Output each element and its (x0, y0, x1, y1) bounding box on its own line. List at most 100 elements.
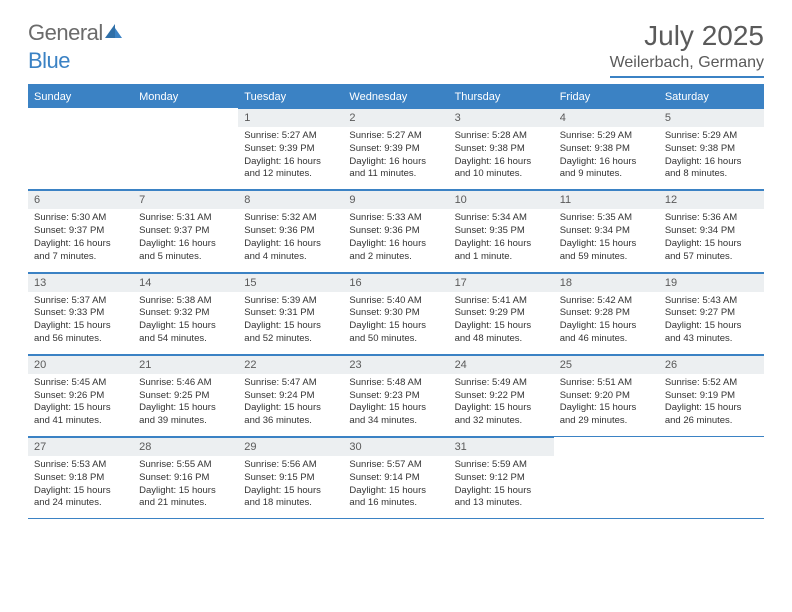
day-number: 2 (343, 108, 448, 127)
day-details: Sunrise: 5:30 AMSunset: 9:37 PMDaylight:… (28, 209, 133, 271)
location-label: Weilerbach, Germany (610, 54, 764, 78)
day-number: 21 (133, 355, 238, 374)
day-details: Sunrise: 5:29 AMSunset: 9:38 PMDaylight:… (659, 127, 764, 189)
day-number: 5 (659, 108, 764, 127)
calendar-day-cell (554, 437, 659, 519)
brand-text-general: General (28, 20, 103, 46)
daylight-text: Daylight: 15 hours and 48 minutes. (455, 320, 548, 346)
sunrise-text: Sunrise: 5:48 AM (349, 377, 442, 390)
day-number: 15 (238, 273, 343, 292)
day-number: 23 (343, 355, 448, 374)
dow-header-cell: Wednesday (343, 85, 448, 108)
sunrise-text: Sunrise: 5:29 AM (560, 130, 653, 143)
day-details: Sunrise: 5:27 AMSunset: 9:39 PMDaylight:… (343, 127, 448, 189)
day-details: Sunrise: 5:42 AMSunset: 9:28 PMDaylight:… (554, 292, 659, 354)
brand-text-blue-wrap: Blue (28, 48, 70, 74)
calendar-day-cell: 16Sunrise: 5:40 AMSunset: 9:30 PMDayligh… (343, 272, 448, 354)
day-details: Sunrise: 5:37 AMSunset: 9:33 PMDaylight:… (28, 292, 133, 354)
brand-logo: General (28, 20, 125, 46)
daylight-text: Daylight: 15 hours and 39 minutes. (139, 402, 232, 428)
calendar-day-cell: 22Sunrise: 5:47 AMSunset: 9:24 PMDayligh… (238, 354, 343, 436)
sunrise-text: Sunrise: 5:38 AM (139, 295, 232, 308)
calendar-day-cell: 21Sunrise: 5:46 AMSunset: 9:25 PMDayligh… (133, 354, 238, 436)
day-number: 10 (449, 190, 554, 209)
calendar-day-cell: 27Sunrise: 5:53 AMSunset: 9:18 PMDayligh… (28, 437, 133, 519)
day-details: Sunrise: 5:46 AMSunset: 9:25 PMDaylight:… (133, 374, 238, 436)
day-details: Sunrise: 5:53 AMSunset: 9:18 PMDaylight:… (28, 456, 133, 518)
sunrise-text: Sunrise: 5:35 AM (560, 212, 653, 225)
daylight-text: Daylight: 15 hours and 34 minutes. (349, 402, 442, 428)
calendar-day-cell: 30Sunrise: 5:57 AMSunset: 9:14 PMDayligh… (343, 437, 448, 519)
sunrise-text: Sunrise: 5:42 AM (560, 295, 653, 308)
daylight-text: Daylight: 15 hours and 52 minutes. (244, 320, 337, 346)
calendar-day-cell: 1Sunrise: 5:27 AMSunset: 9:39 PMDaylight… (238, 108, 343, 190)
sunset-text: Sunset: 9:37 PM (139, 225, 232, 238)
calendar-week-row: 13Sunrise: 5:37 AMSunset: 9:33 PMDayligh… (28, 272, 764, 354)
daylight-text: Daylight: 15 hours and 26 minutes. (665, 402, 758, 428)
daylight-text: Daylight: 16 hours and 7 minutes. (34, 238, 127, 264)
day-number: 18 (554, 273, 659, 292)
day-number: 12 (659, 190, 764, 209)
calendar-day-cell: 8Sunrise: 5:32 AMSunset: 9:36 PMDaylight… (238, 190, 343, 272)
sunrise-text: Sunrise: 5:49 AM (455, 377, 548, 390)
day-details: Sunrise: 5:29 AMSunset: 9:38 PMDaylight:… (554, 127, 659, 189)
sunrise-text: Sunrise: 5:31 AM (139, 212, 232, 225)
calendar-day-cell: 2Sunrise: 5:27 AMSunset: 9:39 PMDaylight… (343, 108, 448, 190)
calendar-day-cell (133, 108, 238, 190)
sunrise-text: Sunrise: 5:27 AM (244, 130, 337, 143)
day-details: Sunrise: 5:59 AMSunset: 9:12 PMDaylight:… (449, 456, 554, 518)
sunset-text: Sunset: 9:30 PM (349, 307, 442, 320)
daylight-text: Daylight: 15 hours and 46 minutes. (560, 320, 653, 346)
sunset-text: Sunset: 9:33 PM (34, 307, 127, 320)
sunset-text: Sunset: 9:24 PM (244, 390, 337, 403)
calendar-day-cell: 9Sunrise: 5:33 AMSunset: 9:36 PMDaylight… (343, 190, 448, 272)
sunrise-text: Sunrise: 5:30 AM (34, 212, 127, 225)
sunset-text: Sunset: 9:34 PM (665, 225, 758, 238)
calendar-day-cell: 25Sunrise: 5:51 AMSunset: 9:20 PMDayligh… (554, 354, 659, 436)
sunrise-text: Sunrise: 5:39 AM (244, 295, 337, 308)
sunrise-text: Sunrise: 5:51 AM (560, 377, 653, 390)
day-number: 13 (28, 273, 133, 292)
day-details: Sunrise: 5:43 AMSunset: 9:27 PMDaylight:… (659, 292, 764, 354)
sunrise-text: Sunrise: 5:28 AM (455, 130, 548, 143)
sunrise-text: Sunrise: 5:56 AM (244, 459, 337, 472)
daylight-text: Daylight: 15 hours and 43 minutes. (665, 320, 758, 346)
day-details: Sunrise: 5:32 AMSunset: 9:36 PMDaylight:… (238, 209, 343, 271)
sunset-text: Sunset: 9:39 PM (349, 143, 442, 156)
logo-sail-icon (103, 22, 123, 45)
sunrise-text: Sunrise: 5:37 AM (34, 295, 127, 308)
calendar-body: 1Sunrise: 5:27 AMSunset: 9:39 PMDaylight… (28, 108, 764, 519)
sunrise-text: Sunrise: 5:57 AM (349, 459, 442, 472)
sunset-text: Sunset: 9:38 PM (455, 143, 548, 156)
sunrise-text: Sunrise: 5:43 AM (665, 295, 758, 308)
daylight-text: Daylight: 15 hours and 29 minutes. (560, 402, 653, 428)
day-details: Sunrise: 5:36 AMSunset: 9:34 PMDaylight:… (659, 209, 764, 271)
sunrise-text: Sunrise: 5:46 AM (139, 377, 232, 390)
sunset-text: Sunset: 9:26 PM (34, 390, 127, 403)
daylight-text: Daylight: 15 hours and 56 minutes. (34, 320, 127, 346)
calendar-day-cell: 26Sunrise: 5:52 AMSunset: 9:19 PMDayligh… (659, 354, 764, 436)
sunset-text: Sunset: 9:28 PM (560, 307, 653, 320)
day-details: Sunrise: 5:33 AMSunset: 9:36 PMDaylight:… (343, 209, 448, 271)
daylight-text: Daylight: 16 hours and 2 minutes. (349, 238, 442, 264)
sunrise-text: Sunrise: 5:29 AM (665, 130, 758, 143)
calendar-day-cell: 14Sunrise: 5:38 AMSunset: 9:32 PMDayligh… (133, 272, 238, 354)
day-number: 3 (449, 108, 554, 127)
daylight-text: Daylight: 15 hours and 16 minutes. (349, 485, 442, 511)
day-details: Sunrise: 5:40 AMSunset: 9:30 PMDaylight:… (343, 292, 448, 354)
day-number: 20 (28, 355, 133, 374)
day-number: 31 (449, 437, 554, 456)
sunrise-text: Sunrise: 5:40 AM (349, 295, 442, 308)
daylight-text: Daylight: 16 hours and 5 minutes. (139, 238, 232, 264)
sunset-text: Sunset: 9:35 PM (455, 225, 548, 238)
calendar-week-row: 20Sunrise: 5:45 AMSunset: 9:26 PMDayligh… (28, 354, 764, 436)
sunset-text: Sunset: 9:31 PM (244, 307, 337, 320)
daylight-text: Daylight: 15 hours and 21 minutes. (139, 485, 232, 511)
day-details: Sunrise: 5:27 AMSunset: 9:39 PMDaylight:… (238, 127, 343, 189)
daylight-text: Daylight: 15 hours and 50 minutes. (349, 320, 442, 346)
sunset-text: Sunset: 9:22 PM (455, 390, 548, 403)
dow-header-cell: Thursday (449, 85, 554, 108)
calendar-day-cell: 23Sunrise: 5:48 AMSunset: 9:23 PMDayligh… (343, 354, 448, 436)
calendar-day-cell: 11Sunrise: 5:35 AMSunset: 9:34 PMDayligh… (554, 190, 659, 272)
sunset-text: Sunset: 9:37 PM (34, 225, 127, 238)
